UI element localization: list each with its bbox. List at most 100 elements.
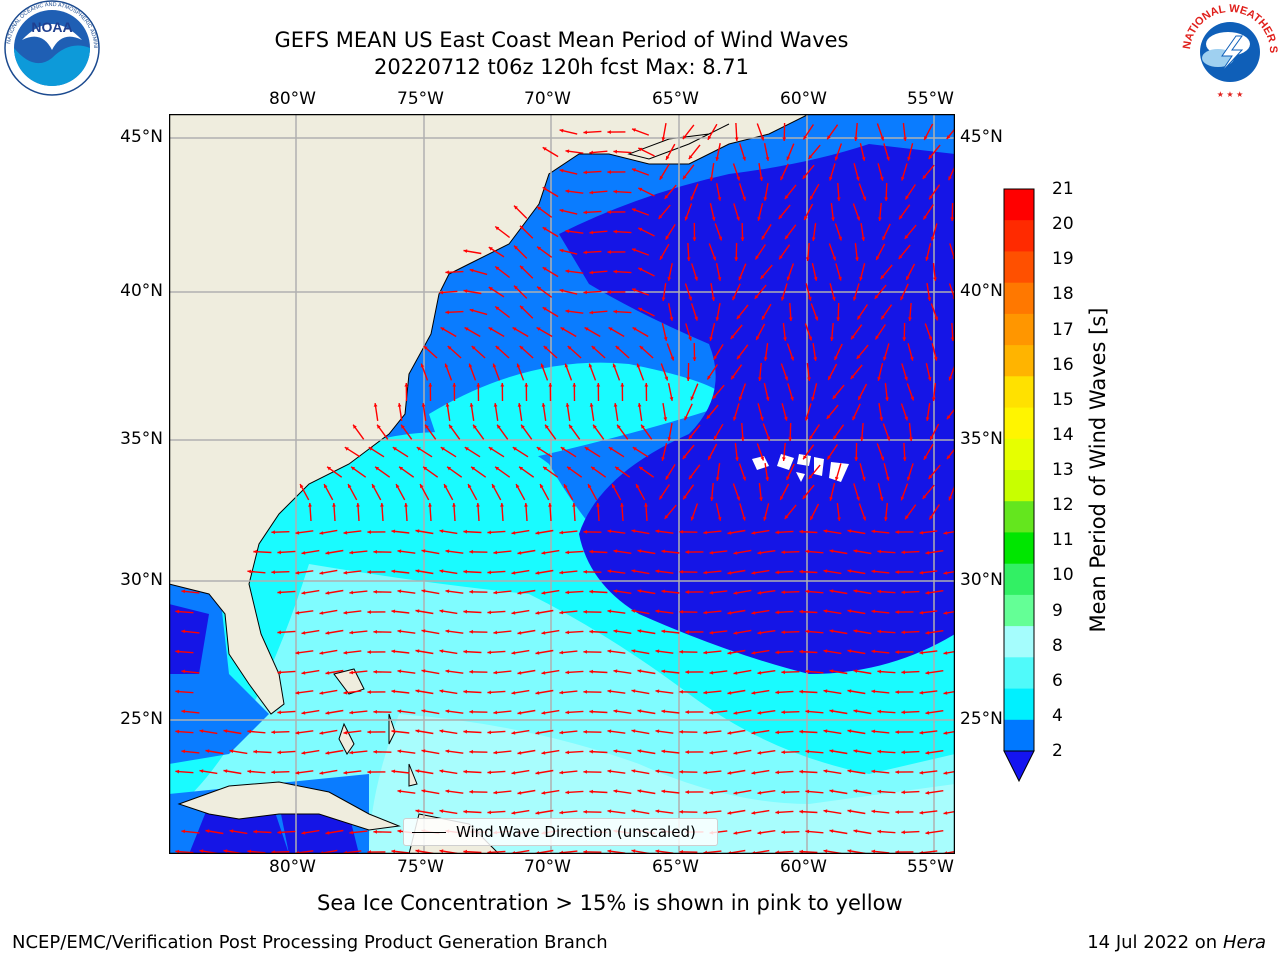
wave-direction-arrow	[805, 549, 824, 554]
wave-direction-arrow	[565, 630, 584, 635]
wave-direction-arrow	[199, 729, 218, 735]
wave-direction-arrow	[391, 769, 410, 774]
colorbar-cell	[1004, 626, 1034, 658]
wave-direction-arrow	[853, 669, 872, 675]
wave-direction-arrow	[541, 789, 560, 795]
wave-direction-arrow	[785, 463, 795, 481]
land-cuba	[177, 781, 401, 831]
wave-direction-arrow	[631, 128, 650, 136]
wave-direction-arrow	[854, 442, 859, 462]
wave-direction-arrow	[511, 609, 530, 615]
wave-direction-arrow	[175, 729, 194, 734]
wave-direction-arrow	[391, 849, 410, 854]
wave-direction-arrow	[463, 809, 482, 814]
wave-direction-arrow	[373, 710, 392, 714]
wave-direction-arrow	[690, 303, 698, 321]
wave-direction-arrow	[908, 302, 912, 322]
wave-direction-arrow	[223, 769, 242, 775]
wave-direction-arrow	[757, 203, 764, 221]
wave-direction-arrow	[799, 529, 818, 534]
title-line-1: GEFS MEAN US East Coast Mean Period of W…	[274, 28, 849, 52]
wave-direction-arrow	[469, 789, 488, 794]
wave-direction-arrow	[686, 242, 691, 262]
wave-direction-arrow	[511, 569, 530, 575]
colorbar-tick-label: 11	[1052, 530, 1074, 551]
wave-direction-arrow	[703, 570, 722, 575]
wave-direction-arrow	[809, 183, 820, 201]
wave-direction-arrow	[923, 443, 934, 461]
wave-direction-arrow	[415, 769, 434, 775]
nws-logo: NATIONAL WEATHER SERVICE ★ ★ ★	[1178, 0, 1279, 99]
wave-direction-arrow	[758, 362, 762, 382]
wave-direction-arrow	[799, 689, 818, 694]
wave-direction-arrow	[535, 529, 554, 535]
lat-tick-left: 45°N	[120, 127, 163, 147]
lon-tick-top: 70°W	[524, 89, 571, 109]
wave-direction-arrow	[583, 170, 602, 175]
wave-direction-arrow	[565, 189, 584, 194]
wave-direction-arrow	[739, 503, 746, 521]
wave-direction-arrow	[343, 650, 362, 655]
svg-text:NOAA: NOAA	[31, 19, 72, 35]
wave-direction-arrow	[703, 530, 722, 535]
wave-direction-arrow	[476, 502, 480, 522]
wave-direction-arrow	[452, 502, 456, 522]
wave-direction-arrow	[493, 710, 512, 715]
wave-direction-arrow	[895, 530, 914, 534]
wave-direction-arrow	[877, 549, 896, 554]
wave-direction-arrow	[805, 789, 824, 794]
wave-direction-arrow	[853, 629, 872, 635]
wave-direction-arrow	[494, 225, 511, 239]
lat-tick-right: 30°N	[960, 570, 1003, 590]
wave-direction-arrow	[295, 570, 314, 575]
wave-direction-arrow	[925, 550, 944, 555]
wave-direction-arrow	[682, 164, 695, 180]
wave-direction-arrow	[736, 304, 749, 320]
wave-direction-arrow	[763, 143, 770, 161]
wave-direction-arrow	[707, 443, 718, 461]
wave-direction-arrow	[517, 402, 523, 422]
wave-direction-arrow	[492, 363, 501, 381]
wave-direction-arrow	[878, 202, 882, 222]
wave-direction-arrow	[469, 308, 488, 316]
wave-direction-arrow	[488, 286, 505, 298]
wave-direction-arrow	[536, 206, 553, 218]
footer-date-text: 14 Jul 2022 on	[1087, 932, 1218, 953]
wave-direction-arrow	[607, 170, 626, 174]
lon-tick-bottom: 60°W	[780, 857, 827, 877]
wave-direction-arrow	[367, 570, 386, 574]
wave-direction-arrow	[416, 446, 433, 458]
svg-text:★ ★ ★: ★ ★ ★	[1217, 90, 1244, 99]
wave-direction-arrow	[613, 709, 632, 714]
wave-direction-arrow	[608, 446, 625, 458]
wave-direction-arrow	[404, 382, 409, 402]
wave-direction-arrow	[592, 424, 605, 440]
wave-direction-arrow	[325, 749, 344, 755]
wave-direction-arrow	[902, 442, 907, 462]
wave-direction-arrow	[919, 610, 938, 615]
wave-direction-arrow	[734, 242, 739, 262]
wave-direction-arrow	[883, 343, 890, 361]
colorbar-tick-label: 9	[1052, 600, 1063, 621]
wave-direction-arrow	[637, 307, 655, 317]
wave-direction-arrow	[727, 529, 746, 535]
wave-direction-arrow	[685, 630, 704, 634]
wave-direction-arrow	[740, 222, 745, 242]
wave-direction-arrow	[229, 829, 248, 835]
colorbar-cell	[1004, 345, 1034, 377]
wave-direction-arrow	[463, 289, 482, 295]
wave-direction-arrow	[539, 483, 550, 501]
wave-direction-arrow	[853, 749, 872, 755]
sea-ice-note: Sea Ice Concentration > 15% is shown in …	[317, 891, 903, 915]
wave-direction-arrow	[567, 345, 582, 359]
wave-direction-arrow	[733, 709, 752, 715]
wave-direction-arrow	[901, 750, 920, 755]
wave-direction-arrow	[541, 402, 547, 422]
wave-direction-arrow	[871, 769, 890, 774]
wave-direction-arrow	[445, 629, 464, 634]
wave-direction-arrow	[332, 502, 336, 522]
wave-direction-arrow	[950, 322, 955, 342]
wave-direction-arrow	[943, 610, 955, 615]
wave-direction-arrow	[464, 446, 481, 458]
wave-direction-arrow	[667, 263, 673, 281]
